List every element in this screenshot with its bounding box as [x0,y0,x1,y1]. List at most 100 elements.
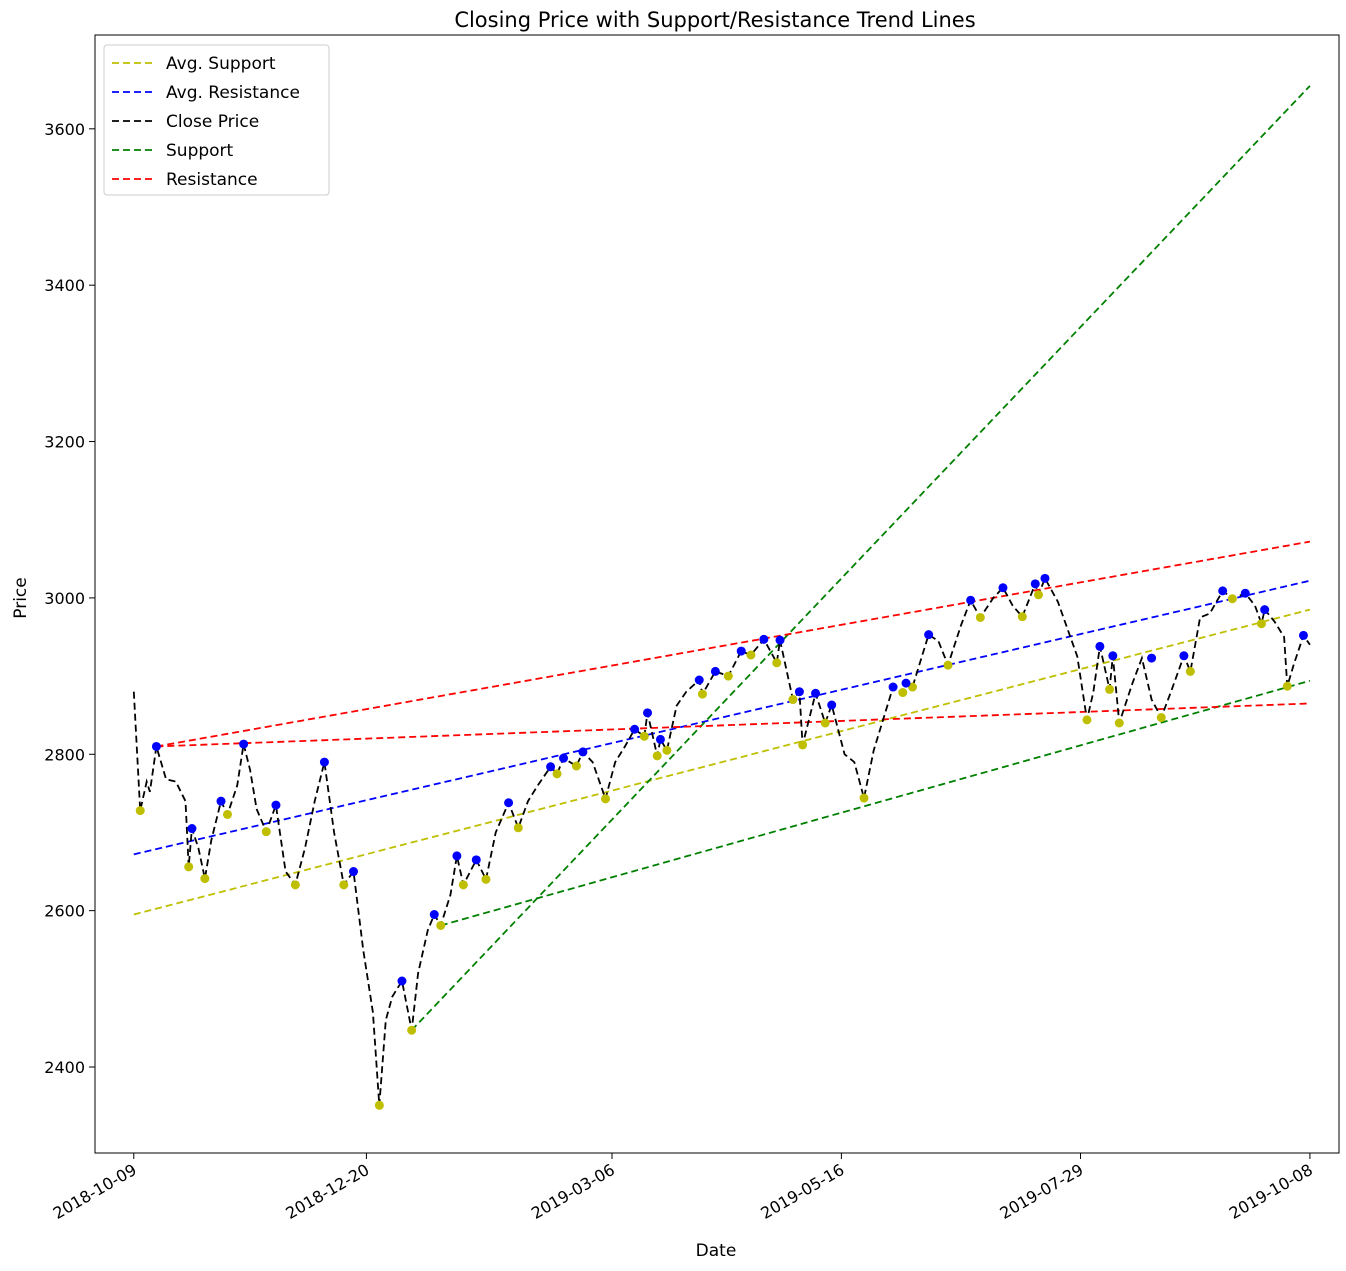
support-trend-line [411,85,1311,1031]
support-point [975,612,985,622]
y-tick-label: 3200 [44,433,85,452]
chart-title: Closing Price with Support/Resistance Tr… [454,8,975,32]
resistance-point [187,824,197,834]
resistance-point [397,976,407,986]
support-point [135,806,145,816]
support-point [601,794,611,804]
trend-lines [133,85,1311,1031]
y-tick-label: 3400 [44,276,85,295]
support-point [723,671,733,681]
support-point [652,751,662,761]
support-point [552,769,562,779]
resistance-point [546,762,556,772]
plot-content [132,85,1311,1110]
support-point [571,761,581,771]
y-tick-label: 2800 [44,745,85,764]
support-point [200,874,210,884]
resistance-point [1218,586,1228,596]
support-point [772,658,782,668]
resistance-point [811,688,821,698]
y-axis: 2400 2600 2800 3000 3200 3400 3600 [44,120,95,1077]
support-point [697,689,707,699]
close-price-line [132,576,1311,1106]
support-point [662,745,672,755]
x-tick-label: 2019-05-16 [757,1160,847,1223]
support-point [222,809,232,819]
resistance-point [998,583,1008,593]
legend-label: Resistance [166,170,258,190]
resistance-point [759,634,769,644]
support-point [1282,681,1292,691]
resistance-point [901,678,911,688]
resistance-point [1108,651,1118,661]
x-tick-label: 2018-10-09 [50,1160,140,1223]
resistance-point [643,708,653,718]
support-point [1114,718,1124,728]
plot-frame [94,34,1340,1154]
support-point [907,682,917,692]
resistance-point [239,739,249,749]
close-price-series [132,576,1311,1106]
resistance-point [1095,641,1105,651]
resistance-point [1240,588,1250,598]
support-point [1185,666,1195,676]
support-point [407,1025,417,1035]
support-point [1156,713,1166,723]
x-tick-label: 2018-12-20 [282,1160,372,1223]
support-point [261,827,271,837]
legend-label: Close Price [166,112,259,132]
resistance-point [578,747,588,757]
resistance-point [1040,573,1050,583]
resistance-trend-line [156,702,1310,748]
resistance-point [151,741,161,751]
support-point [436,920,446,930]
support-point [859,793,869,803]
x-axis-label: Date [696,1241,737,1261]
support-point [339,880,349,890]
y-axis-label: Price [11,577,31,618]
support-point [1034,590,1044,600]
support-point [481,874,491,884]
support-point [943,660,953,670]
y-tick-label: 3600 [44,120,85,139]
resistance-point [966,595,976,605]
support-point [788,695,798,705]
resistance-point [1030,579,1040,589]
resistance-point [924,630,934,640]
support-point [820,718,830,728]
resistance-point [1147,653,1157,663]
resistance-point [630,724,640,734]
avg-resistance-trend-line [133,579,1311,856]
resistance-point [736,646,746,656]
resistance-point [827,700,837,710]
resistance-point [271,800,281,810]
legend-label: Support [166,141,234,161]
legend-label: Avg. Support [166,54,276,74]
support-point [798,740,808,750]
resistance-point [888,682,898,692]
y-tick-label: 2400 [44,1058,85,1077]
support-point [1256,619,1266,629]
resistance-point [504,798,514,808]
legend-box [103,44,330,196]
resistance-point [216,796,226,806]
support-point [1017,612,1027,622]
resistance-point [1260,605,1270,615]
resistance-trend-line [156,540,1311,748]
x-tick-label: 2019-10-08 [1226,1160,1316,1223]
x-tick-label: 2019-07-29 [996,1160,1086,1223]
resistance-point [452,851,462,861]
resistance-point [794,687,804,697]
resistance-point [655,734,665,744]
resistance-point [1179,651,1189,661]
support-point [898,688,908,698]
support-point [184,862,194,872]
resistance-point [694,675,704,685]
resistance-point [348,867,358,877]
avg-support-trend-line [133,608,1311,916]
legend-label: Avg. Resistance [166,83,300,103]
resistance-point [429,910,439,920]
support-point [639,731,649,741]
support-point [513,823,523,833]
resistance-point [471,855,481,865]
